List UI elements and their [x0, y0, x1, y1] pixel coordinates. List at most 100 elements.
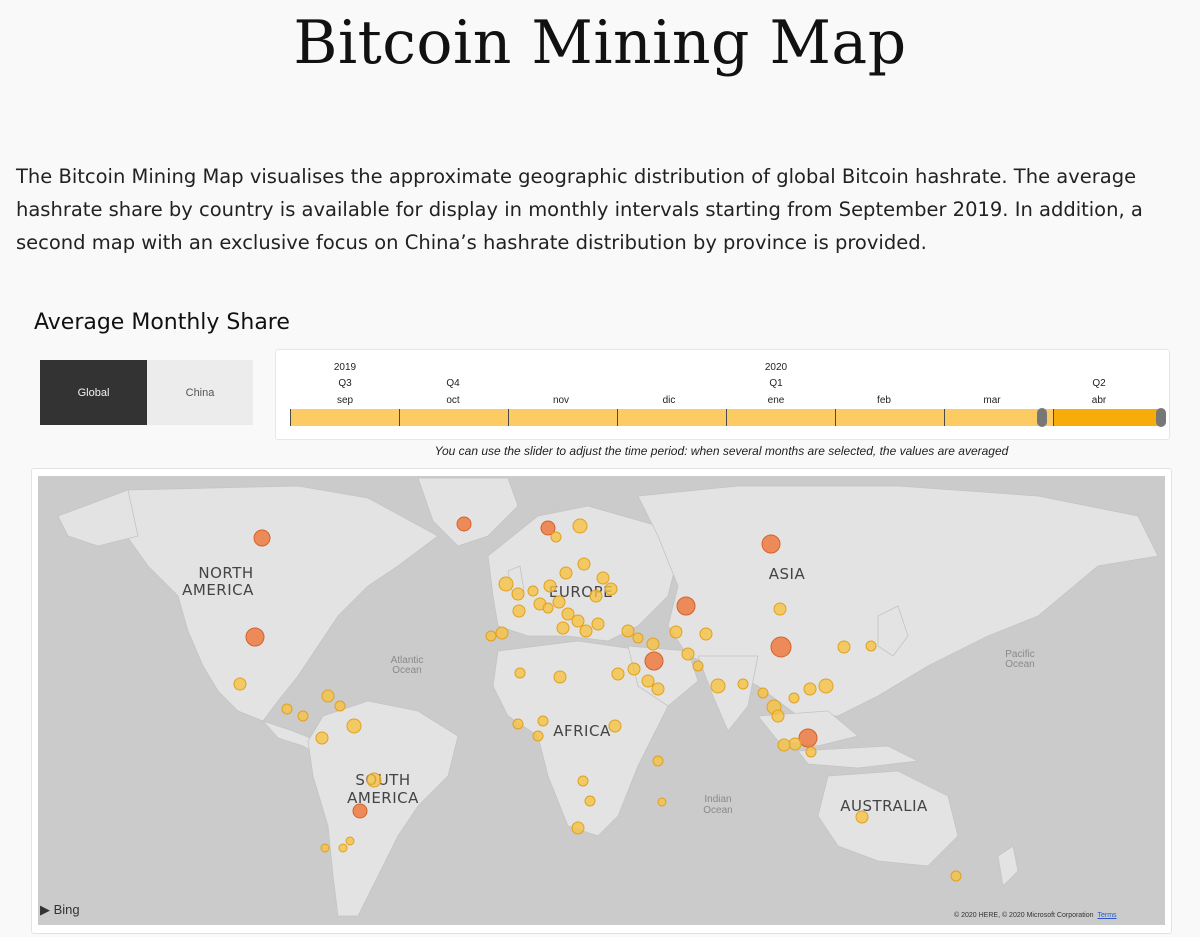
hashrate-marker[interactable] [652, 755, 664, 767]
hashrate-marker[interactable] [542, 602, 554, 614]
hashrate-marker[interactable] [596, 571, 610, 585]
hashrate-marker[interactable] [798, 728, 818, 748]
timeline-cell-ene[interactable] [727, 409, 836, 426]
hashrate-marker[interactable] [571, 614, 585, 628]
hashrate-marker[interactable] [788, 737, 802, 751]
hashrate-marker[interactable] [346, 718, 362, 734]
hashrate-marker[interactable] [608, 719, 622, 733]
hashrate-marker[interactable] [818, 678, 834, 694]
hashrate-marker[interactable] [281, 703, 293, 715]
hashrate-marker[interactable] [651, 682, 665, 696]
hashrate-marker[interactable] [495, 626, 509, 640]
quarter-label-q1: Q1 [769, 378, 783, 389]
timeline-track[interactable] [290, 408, 1162, 427]
hashrate-marker[interactable] [676, 596, 696, 616]
hashrate-marker[interactable] [485, 630, 497, 642]
hashrate-marker[interactable] [561, 607, 575, 621]
hashrate-marker[interactable] [644, 651, 664, 671]
hashrate-marker[interactable] [773, 602, 787, 616]
hashrate-marker[interactable] [315, 731, 329, 745]
timeline-cell-abr[interactable] [1054, 409, 1162, 426]
hashrate-marker[interactable] [646, 637, 660, 651]
hashrate-marker[interactable] [657, 797, 667, 807]
timeline-cell-sep[interactable] [290, 409, 400, 426]
hashrate-marker[interactable] [865, 640, 877, 652]
hashrate-marker[interactable] [366, 772, 382, 788]
timeline-cell-mar[interactable] [945, 409, 1054, 426]
hashrate-marker[interactable] [352, 803, 368, 819]
hashrate-marker[interactable] [556, 621, 570, 635]
time-slider[interactable]: 2019 2020 Q3 Q4 Q1 Q2 sep oct nov dic en… [275, 349, 1170, 440]
hashrate-marker[interactable] [611, 667, 625, 681]
hashrate-marker[interactable] [553, 670, 567, 684]
world-map[interactable]: NORTH AMERICA SOUTH AMERICA EUROPE ASIA … [38, 476, 1165, 925]
hashrate-marker[interactable] [632, 632, 644, 644]
hashrate-marker[interactable] [788, 692, 800, 704]
hashrate-marker[interactable] [320, 843, 330, 853]
hashrate-marker[interactable] [627, 662, 641, 676]
hashrate-marker[interactable] [297, 710, 309, 722]
hashrate-marker[interactable] [855, 810, 869, 824]
hashrate-marker[interactable] [527, 585, 539, 597]
hashrate-marker[interactable] [803, 682, 817, 696]
hashrate-marker[interactable] [805, 746, 817, 758]
hashrate-marker[interactable] [621, 624, 635, 638]
hashrate-marker[interactable] [338, 843, 348, 853]
china-toggle-button[interactable]: China [147, 360, 253, 425]
hashrate-marker[interactable] [681, 647, 695, 661]
intro-text: The Bitcoin Mining Map visualises the ap… [16, 165, 1143, 254]
hashrate-marker[interactable] [577, 775, 589, 787]
hashrate-marker[interactable] [253, 529, 271, 547]
hashrate-marker[interactable] [550, 531, 562, 543]
timeline-cell-feb[interactable] [836, 409, 945, 426]
hashrate-marker[interactable] [543, 579, 557, 593]
hashrate-marker[interactable] [537, 715, 549, 727]
hashrate-marker[interactable] [837, 640, 851, 654]
timeline-cell-nov[interactable] [509, 409, 618, 426]
global-toggle-button[interactable]: Global [40, 360, 147, 425]
hashrate-marker[interactable] [552, 595, 566, 609]
hashrate-marker[interactable] [699, 627, 713, 641]
hashrate-marker[interactable] [540, 520, 556, 536]
hashrate-marker[interactable] [584, 795, 596, 807]
hashrate-marker[interactable] [345, 836, 355, 846]
hashrate-marker[interactable] [589, 589, 603, 603]
hashrate-marker[interactable] [692, 660, 704, 672]
hashrate-marker[interactable] [604, 582, 618, 596]
hashrate-marker[interactable] [321, 689, 335, 703]
label-indian: Indian [704, 794, 731, 805]
hashrate-marker[interactable] [950, 870, 962, 882]
hashrate-marker[interactable] [514, 667, 526, 679]
hashrate-marker[interactable] [737, 678, 749, 690]
hashrate-marker[interactable] [577, 557, 591, 571]
hashrate-marker[interactable] [579, 624, 593, 638]
hashrate-marker[interactable] [456, 516, 472, 532]
hashrate-marker[interactable] [498, 576, 514, 592]
hashrate-marker[interactable] [559, 566, 573, 580]
hashrate-marker[interactable] [710, 678, 726, 694]
hashrate-marker[interactable] [777, 738, 791, 752]
hashrate-marker[interactable] [571, 821, 585, 835]
hashrate-marker[interactable] [511, 587, 525, 601]
hashrate-marker[interactable] [245, 627, 265, 647]
bing-label: Bing [53, 902, 80, 917]
hashrate-marker[interactable] [770, 636, 792, 658]
hashrate-marker[interactable] [771, 709, 785, 723]
hashrate-marker[interactable] [761, 534, 781, 554]
hashrate-marker[interactable] [757, 687, 769, 699]
timeline-cell-oct[interactable] [400, 409, 509, 426]
hashrate-marker[interactable] [512, 604, 526, 618]
slider-handle-start[interactable] [1037, 408, 1047, 427]
timeline-cell-dic[interactable] [618, 409, 727, 426]
hashrate-marker[interactable] [532, 730, 544, 742]
hashrate-marker[interactable] [669, 625, 683, 639]
hashrate-marker[interactable] [233, 677, 247, 691]
hashrate-marker[interactable] [334, 700, 346, 712]
terms-link[interactable]: Terms [1097, 912, 1117, 919]
hashrate-marker[interactable] [572, 518, 588, 534]
hashrate-marker[interactable] [591, 617, 605, 631]
label-ocean: Ocean [1005, 659, 1034, 670]
hashrate-marker[interactable] [512, 718, 524, 730]
slider-handle-end[interactable] [1156, 408, 1166, 427]
hashrate-marker[interactable] [641, 674, 655, 688]
